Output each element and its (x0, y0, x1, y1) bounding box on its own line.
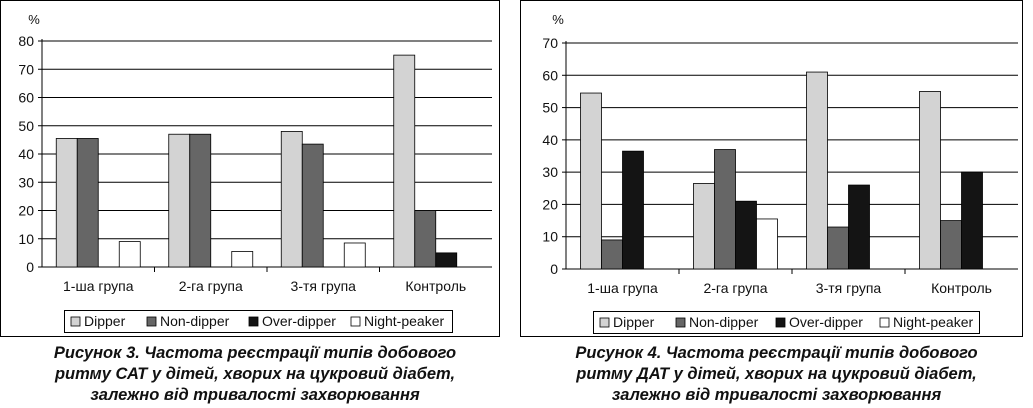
caption-line: ритму ДАТ у дітей, хворих на цукровий ді… (576, 365, 977, 383)
figure-3: % 0 10 20 30 40 50 60 70 80 1-ша група 2-га група 3-… (0, 0, 510, 408)
bar-non-dipper (414, 210, 437, 268)
x-tick-label: Контроль (931, 280, 992, 296)
bar-night-peaker (343, 242, 366, 268)
bar-over-dipper (848, 184, 870, 270)
bar-non-dipper (827, 226, 849, 270)
bar-non-dipper (714, 149, 736, 270)
bar-night-peaker (756, 218, 778, 270)
x-tick-label: 3-тя група (291, 278, 357, 294)
legend-swatch-dipper (70, 316, 81, 327)
y-tick-label: 60 (542, 67, 558, 83)
y-axis-label: % (552, 12, 564, 27)
y-tick-label: 40 (542, 132, 558, 148)
y-tick-label: 0 (550, 261, 558, 277)
legend-label-non-dipper: Non-dipper (160, 313, 230, 329)
caption-line: Рисунок 4. Частота реєстрації типів добо… (575, 344, 978, 362)
bar-dipper (280, 130, 303, 268)
x-tick-label: 1-ша група (587, 280, 658, 296)
caption-line: ритму САТ у дітей, хворих на цукровий ді… (54, 365, 456, 383)
x-tick-label: 2-га група (179, 278, 243, 294)
legend-label-dipper: Dipper (613, 314, 655, 330)
figure-4: % 0 10 20 30 40 50 60 70 1-ша група 2-га група 3-тя… (520, 0, 1033, 408)
legend: Dipper Non-dipper Over-dipper Night-peaker (64, 310, 453, 333)
bar-dipper (693, 183, 715, 270)
y-tick-label: 20 (18, 203, 34, 219)
bar-over-dipper (435, 252, 458, 268)
x-tick-label: 3-тя група (816, 280, 882, 296)
legend-box (593, 311, 980, 334)
legend-label-dipper: Dipper (84, 313, 126, 329)
bar-non-dipper (76, 138, 99, 268)
bar-non-dipper (940, 220, 962, 270)
y-tick-label: 60 (18, 90, 34, 106)
bar-non-dipper (189, 133, 212, 268)
y-tick-label: 10 (18, 231, 34, 247)
x-tick-label: Контроль (405, 278, 466, 294)
y-tick-label: 80 (18, 33, 34, 49)
bar-dipper (919, 91, 941, 270)
figure-4-caption: Рисунок 4. Частота реєстрації типів добо… (520, 343, 1033, 406)
chart-figure-4: % 0 10 20 30 40 50 60 70 1-ша група 2-га група 3-тя… (520, 0, 1023, 337)
y-tick-label: 20 (542, 196, 558, 212)
bar-over-dipper (961, 171, 983, 270)
legend: Dipper Non-dipper Over-dipper Night-peaker (593, 311, 980, 334)
x-tick-label: 2-га група (703, 280, 767, 296)
y-tick-label: 50 (542, 100, 558, 116)
bar-non-dipper (601, 239, 623, 270)
bar-dipper (168, 133, 191, 268)
bar-over-dipper (622, 150, 644, 270)
legend-swatch-night-peaker (350, 316, 361, 327)
y-tick-label: 40 (18, 146, 34, 162)
figure-3-caption: Рисунок 3. Частота реєстрації типів добо… (0, 343, 510, 406)
legend-label-night-peaker: Night-peaker (893, 314, 973, 330)
legend-label-over-dipper: Over-dipper (262, 313, 336, 329)
y-tick-label: 10 (542, 229, 558, 245)
y-tick-label: 70 (542, 35, 558, 51)
caption-line: залежно від тривалості захворювання (90, 386, 420, 404)
legend-box (64, 310, 453, 333)
y-tick-label: 30 (542, 164, 558, 180)
chart-figure-3: % 0 10 20 30 40 50 60 70 80 1-ша група 2-га група 3-… (0, 0, 500, 337)
y-tick-label: 70 (18, 61, 34, 77)
legend-label-over-dipper: Over-dipper (789, 314, 863, 330)
y-tick-label: 30 (18, 174, 34, 190)
legend-swatch-night-peaker (879, 317, 890, 328)
y-tick-label: 50 (18, 118, 34, 134)
bar-non-dipper (301, 143, 324, 268)
legend-swatch-over-dipper (248, 316, 259, 327)
legend-label-night-peaker: Night-peaker (364, 313, 444, 329)
legend-swatch-over-dipper (775, 317, 786, 328)
bar-dipper (393, 54, 416, 268)
bar-night-peaker (118, 241, 141, 268)
legend-swatch-non-dipper (675, 317, 686, 328)
bar-dipper (806, 71, 828, 270)
caption-line: Рисунок 3. Частота реєстрації типів добо… (53, 344, 457, 362)
legend-swatch-non-dipper (146, 316, 157, 327)
bar-dipper (55, 138, 78, 268)
x-tick-label: 1-ша група (63, 278, 134, 294)
legend-label-non-dipper: Non-dipper (689, 314, 759, 330)
bar-over-dipper (735, 200, 757, 270)
bar-dipper (580, 92, 602, 270)
caption-line: залежно від тривалості захворювання (611, 386, 942, 404)
legend-swatch-dipper (599, 317, 610, 328)
bar-night-peaker (231, 251, 254, 268)
y-axis-label: % (28, 12, 40, 27)
y-tick-label: 0 (26, 259, 34, 275)
